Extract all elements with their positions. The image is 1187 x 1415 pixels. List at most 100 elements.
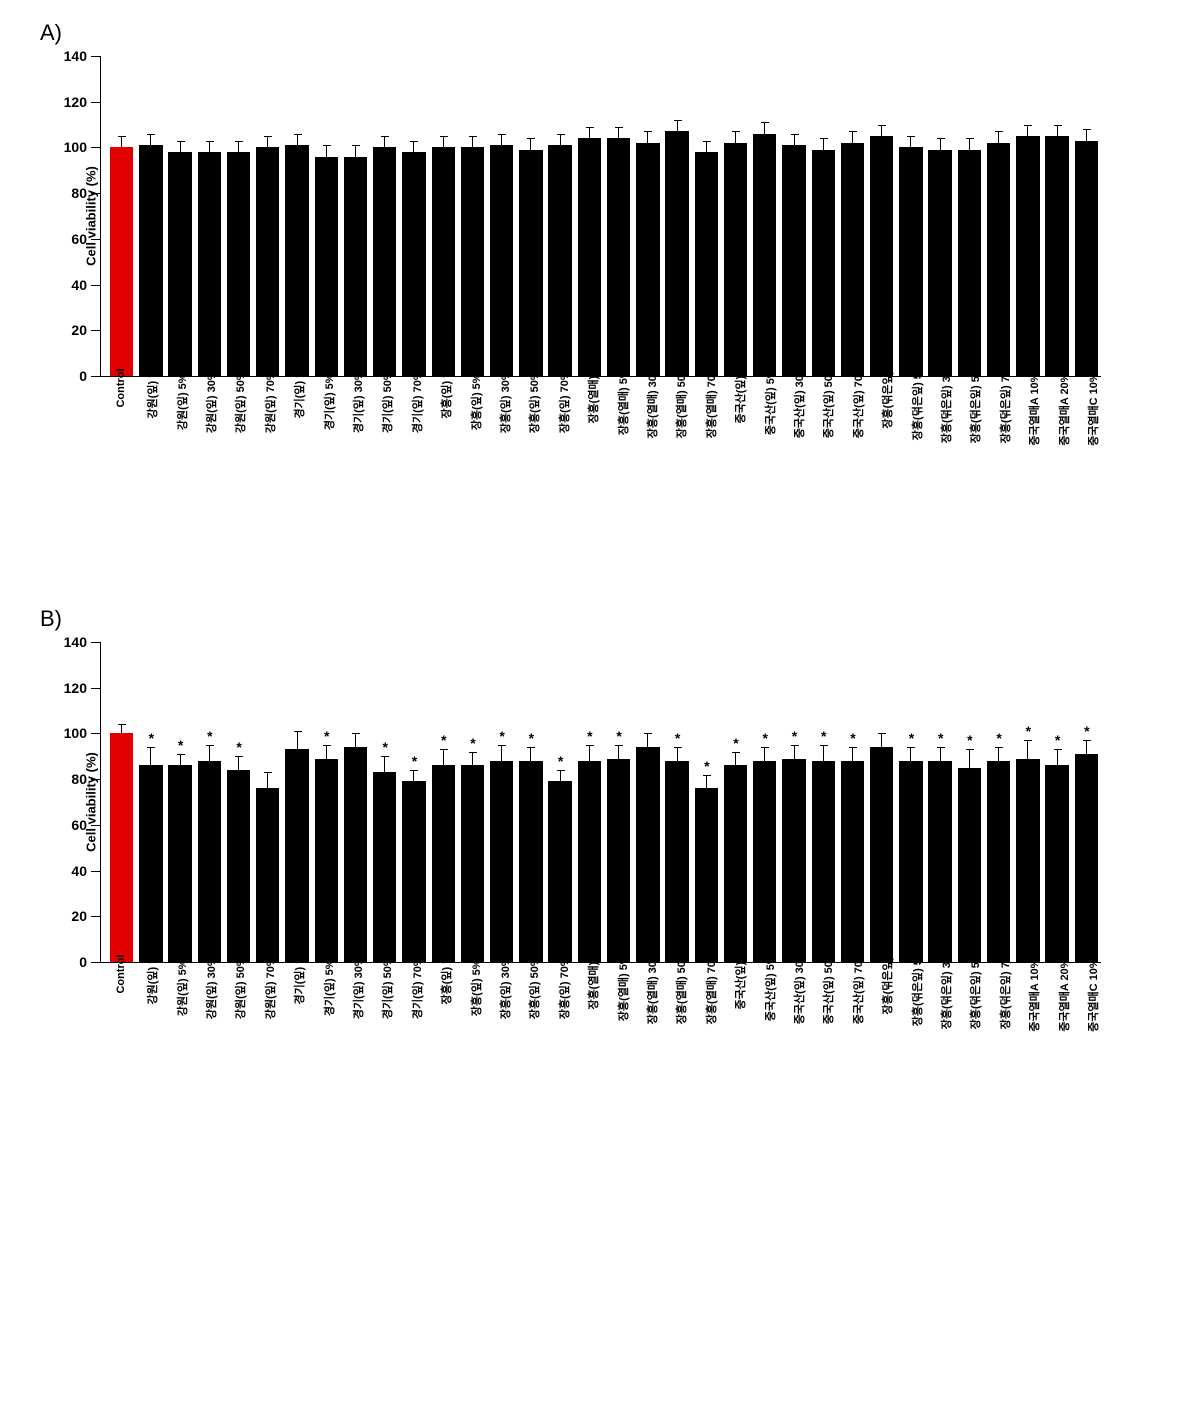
data-bar xyxy=(168,152,191,376)
error-bar: * xyxy=(735,752,736,766)
bar-slot: * xyxy=(165,642,194,962)
x-label: 장흥(덖은잎) 50%EtOH xyxy=(967,331,983,444)
x-label: 장흥(열매) 30%EtOH xyxy=(644,336,660,438)
significance-marker: * xyxy=(792,729,797,743)
chart-container: 100 ug/mLCell viability (%)0204060801001… xyxy=(100,56,1167,566)
error-bar: * xyxy=(823,745,824,761)
x-label: 중국산(잎) 70%EtOH xyxy=(850,922,866,1024)
y-tick xyxy=(91,962,101,963)
error-bar: * xyxy=(238,756,239,770)
error-bar: * xyxy=(794,745,795,759)
error-bar: * xyxy=(326,745,327,759)
bar-slot xyxy=(282,56,311,376)
y-tick-label: 80 xyxy=(71,185,87,201)
data-bar xyxy=(139,765,162,962)
bar-slot xyxy=(312,56,341,376)
data-bar xyxy=(870,136,893,376)
error-bar: * xyxy=(589,745,590,761)
plot-area: Cell viability (%)020406080100120140 xyxy=(100,56,1101,377)
error-bar xyxy=(355,145,356,156)
bar-slot xyxy=(662,56,691,376)
x-label: 중국열매A 20%flavonol xyxy=(1056,914,1072,1031)
bar-slot: * xyxy=(838,642,867,962)
x-label: 경기(잎) 50%EtOH xyxy=(379,341,395,433)
bar-slot: * xyxy=(195,642,224,962)
bar-slot: * xyxy=(926,642,955,962)
x-label: 장흥(덖은잎) 5%EtOH xyxy=(909,920,925,1026)
error-bar xyxy=(589,127,590,138)
bar-slot: * xyxy=(312,642,341,962)
x-label: 강원(잎) 5%EtOH xyxy=(174,344,190,430)
x-label: 중국열매C 10%flavonol xyxy=(1085,914,1101,1032)
bar-slot xyxy=(867,56,896,376)
bar-slot xyxy=(370,56,399,376)
x-label: 중국산(잎) 열수 xyxy=(732,350,748,423)
error-bar xyxy=(297,134,298,145)
x-label: 장흥(열매) 열수 xyxy=(585,936,601,1009)
bar-slot: * xyxy=(399,642,428,962)
y-tick xyxy=(91,688,101,689)
x-label: 중국산(잎) 5%EtOH xyxy=(762,925,778,1021)
significance-marker: * xyxy=(382,740,387,754)
error-bar: * xyxy=(209,745,210,761)
bar-slot: * xyxy=(575,642,604,962)
x-label: 경기(잎) 70%EtOH xyxy=(409,341,425,433)
significance-marker: * xyxy=(324,729,329,743)
bar-slot xyxy=(165,56,194,376)
panel-A: A)100 ug/mLCell viability (%)02040608010… xyxy=(20,20,1167,566)
error-bar xyxy=(121,724,122,733)
significance-marker: * xyxy=(967,733,972,747)
y-tick-label: 20 xyxy=(71,908,87,924)
x-label: 장흥(덖은잎) 70%EtOH xyxy=(997,331,1013,444)
error-bar xyxy=(1027,125,1028,136)
error-bar: * xyxy=(472,752,473,766)
x-label: 장흥(잎) 70%EtOH xyxy=(556,927,572,1019)
bar-slot xyxy=(429,56,458,376)
error-bar xyxy=(472,136,473,147)
x-label: 경기(잎) 5%EtOH xyxy=(321,344,337,430)
error-bar: * xyxy=(706,775,707,789)
x-label: 장흥(잎) 30%EtOH xyxy=(497,341,513,433)
error-bar: * xyxy=(413,770,414,781)
plot-area: Cell viability (%)020406080100120140****… xyxy=(100,642,1101,963)
control-bar xyxy=(110,733,133,962)
x-label: 장흥(잎) 50%EtOH xyxy=(526,927,542,1019)
x-label: 장흥(열매) 50%EtOH xyxy=(673,922,689,1024)
panel-label: B) xyxy=(40,606,1167,632)
bar-slot xyxy=(107,642,136,962)
control-bar xyxy=(110,147,133,376)
error-bar xyxy=(121,136,122,147)
significance-marker: * xyxy=(763,731,768,745)
bar-slot xyxy=(341,642,370,962)
significance-marker: * xyxy=(996,731,1001,745)
bar-slot xyxy=(107,56,136,376)
bar-slot xyxy=(487,56,516,376)
error-bar: * xyxy=(940,747,941,761)
x-label: 중국열매A 10%flavonol xyxy=(1026,328,1042,445)
error-bar xyxy=(238,141,239,152)
y-tick-label: 40 xyxy=(71,863,87,879)
y-tick-label: 120 xyxy=(64,94,87,110)
bar-slot: * xyxy=(516,642,545,962)
x-label: 장흥(덖은잎) 열수 xyxy=(879,345,895,428)
error-bar xyxy=(794,134,795,145)
y-tick xyxy=(91,239,101,240)
error-bar xyxy=(384,136,385,147)
error-bar: * xyxy=(150,747,151,765)
x-label: 경기(잎) 70%EtOH xyxy=(409,927,425,1019)
x-label: 장흥(잎) 열수 xyxy=(438,356,454,419)
error-bar xyxy=(910,136,911,147)
error-bar xyxy=(852,131,853,142)
error-bar: * xyxy=(501,745,502,761)
y-tick xyxy=(91,871,101,872)
x-label: 강원(잎) 30%EtOH xyxy=(203,927,219,1019)
significance-marker: * xyxy=(938,731,943,745)
y-tick xyxy=(91,193,101,194)
x-label: 강원(잎) 70%EtOH xyxy=(262,927,278,1019)
significance-marker: * xyxy=(1055,733,1060,747)
y-tick xyxy=(91,779,101,780)
significance-marker: * xyxy=(441,733,446,747)
x-label: 중국산(잎) 30%EtOH xyxy=(791,922,807,1024)
error-bar xyxy=(326,145,327,156)
bar-slot xyxy=(984,56,1013,376)
